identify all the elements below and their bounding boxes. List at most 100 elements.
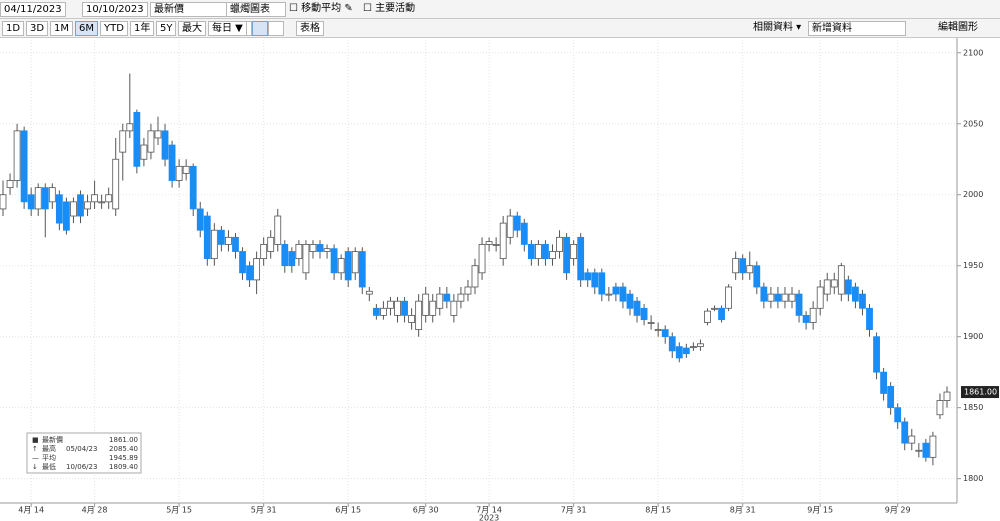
legend-value: 2085.40 — [109, 445, 138, 453]
candle-body — [133, 111, 141, 167]
table-button[interactable]: 表格 — [296, 21, 324, 36]
edit-button[interactable]: 編輯圖形 — [938, 22, 978, 33]
add-data[interactable]: 新增資料 — [808, 21, 906, 36]
legend-name: 最低 — [42, 462, 56, 471]
candle-body — [844, 279, 852, 295]
candle-body — [105, 194, 113, 203]
candle-body — [351, 251, 359, 274]
candle-body — [816, 286, 824, 309]
x-tick-label: 8月 31 — [730, 506, 756, 515]
period-button[interactable]: 最大 — [178, 21, 206, 36]
candle-body — [894, 407, 902, 423]
legend-name: 最新價 — [42, 435, 63, 444]
candle-body — [63, 201, 70, 231]
candle-body — [908, 435, 916, 444]
x-tick-label: 6月 30 — [413, 506, 439, 515]
candle-body — [697, 343, 704, 348]
candle-body — [542, 244, 549, 260]
candle-body — [168, 144, 176, 181]
y-tick-label: 2050 — [963, 119, 983, 128]
x-tick-label: 7月 14 — [476, 506, 502, 515]
period-button[interactable]: 3D — [26, 21, 49, 36]
last-price-label: 1861.00 — [964, 388, 997, 397]
candle-body — [788, 293, 796, 302]
candle-body — [112, 158, 120, 210]
candle-body — [457, 293, 465, 302]
candle-body — [401, 300, 408, 316]
candle-body — [210, 229, 218, 260]
candle-body — [98, 201, 106, 204]
candle-body — [746, 265, 754, 274]
candle-body — [365, 290, 373, 295]
candle-body — [70, 201, 77, 217]
candle-body — [767, 293, 775, 302]
end-date[interactable]: 10/10/2023 — [82, 2, 148, 17]
candle-body — [570, 244, 578, 260]
moving-average-toggle[interactable]: ☐ 移動平均 ✎ — [289, 3, 353, 14]
candle-body — [189, 165, 197, 210]
candle-body — [929, 435, 937, 458]
period-button[interactable]: 1M — [50, 21, 73, 36]
related-button[interactable]: 相關資料 ▾ — [753, 22, 802, 33]
candle-body — [84, 201, 91, 210]
candle-body — [316, 244, 324, 252]
candle-body — [830, 279, 838, 288]
period-button[interactable]: 6M — [75, 21, 98, 36]
candle-body — [358, 251, 366, 288]
frequency-select[interactable]: 每日 ▼ — [208, 21, 247, 36]
candle-body — [344, 251, 352, 281]
candle-body — [654, 329, 662, 331]
candle-body — [203, 215, 211, 260]
events-toggle[interactable]: ☐ 主要活動 — [363, 3, 416, 14]
candle-body — [527, 244, 535, 260]
candle-body — [563, 236, 570, 274]
candle-body — [246, 265, 253, 281]
candle-body — [725, 286, 733, 309]
period-button[interactable]: 5Y — [156, 21, 177, 36]
legend-symbol: — — [32, 454, 39, 462]
field-select[interactable]: 最新價 — [150, 2, 228, 17]
candle-body — [852, 286, 859, 302]
candle-body — [837, 265, 845, 295]
candle-body — [760, 286, 768, 302]
style-select[interactable]: 蠟燭圖表 — [226, 2, 286, 17]
candle-body — [506, 215, 514, 238]
candle-body — [232, 236, 239, 252]
candle-body — [936, 400, 944, 416]
candle-body — [443, 293, 451, 302]
candle-body — [922, 442, 930, 458]
candle-body — [267, 236, 275, 252]
candle-body — [274, 215, 282, 245]
period-button[interactable]: 1年 — [130, 21, 155, 36]
candle-body — [535, 244, 542, 260]
candle-body — [6, 180, 14, 189]
candle-body — [809, 307, 817, 323]
candle-body — [781, 293, 789, 302]
candle-body — [48, 187, 56, 203]
start-date[interactable]: 04/11/2023 — [0, 2, 66, 17]
x-tick-label: 5月 31 — [251, 506, 277, 515]
candle-body — [633, 300, 641, 316]
x-tick-label: 4月 14 — [18, 506, 44, 515]
tool-button[interactable] — [252, 21, 268, 36]
candle-body — [640, 307, 648, 321]
candle-body — [260, 244, 268, 260]
candle-body — [450, 300, 458, 316]
candle-body — [182, 165, 190, 174]
candle-body — [288, 251, 296, 267]
candle-body — [682, 347, 690, 355]
period-button[interactable]: 1D — [2, 21, 25, 36]
x-tick-label: 9月 29 — [885, 506, 911, 515]
legend-symbol: ■ — [32, 436, 39, 444]
tool-button[interactable] — [268, 21, 284, 36]
candle-body — [859, 293, 866, 309]
x-tick-label: 6月 15 — [335, 506, 361, 515]
candle-body — [485, 241, 493, 245]
candle-body — [732, 258, 740, 274]
period-button[interactable]: YTD — [100, 21, 128, 36]
candle-body — [55, 194, 63, 224]
legend-value: 1861.00 — [109, 436, 138, 444]
candle-body — [689, 346, 697, 349]
legend-value: 1809.40 — [109, 463, 138, 471]
candle-body — [901, 421, 909, 444]
